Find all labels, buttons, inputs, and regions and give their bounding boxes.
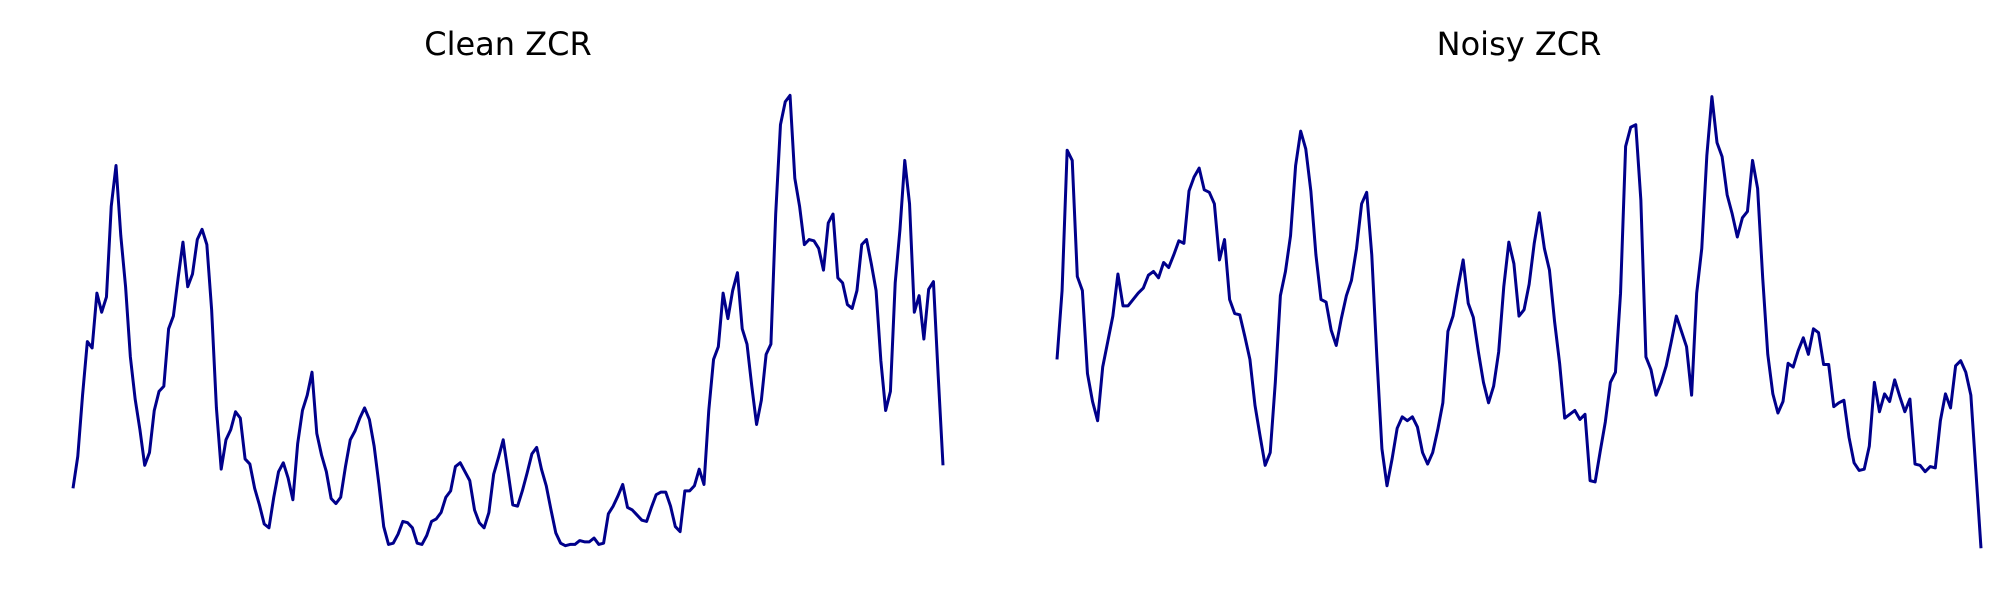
chart-title: Noisy ZCR <box>1437 25 1602 63</box>
line <box>1055 95 1983 549</box>
line <box>71 93 945 548</box>
chart-title: Clean ZCR <box>424 25 591 63</box>
